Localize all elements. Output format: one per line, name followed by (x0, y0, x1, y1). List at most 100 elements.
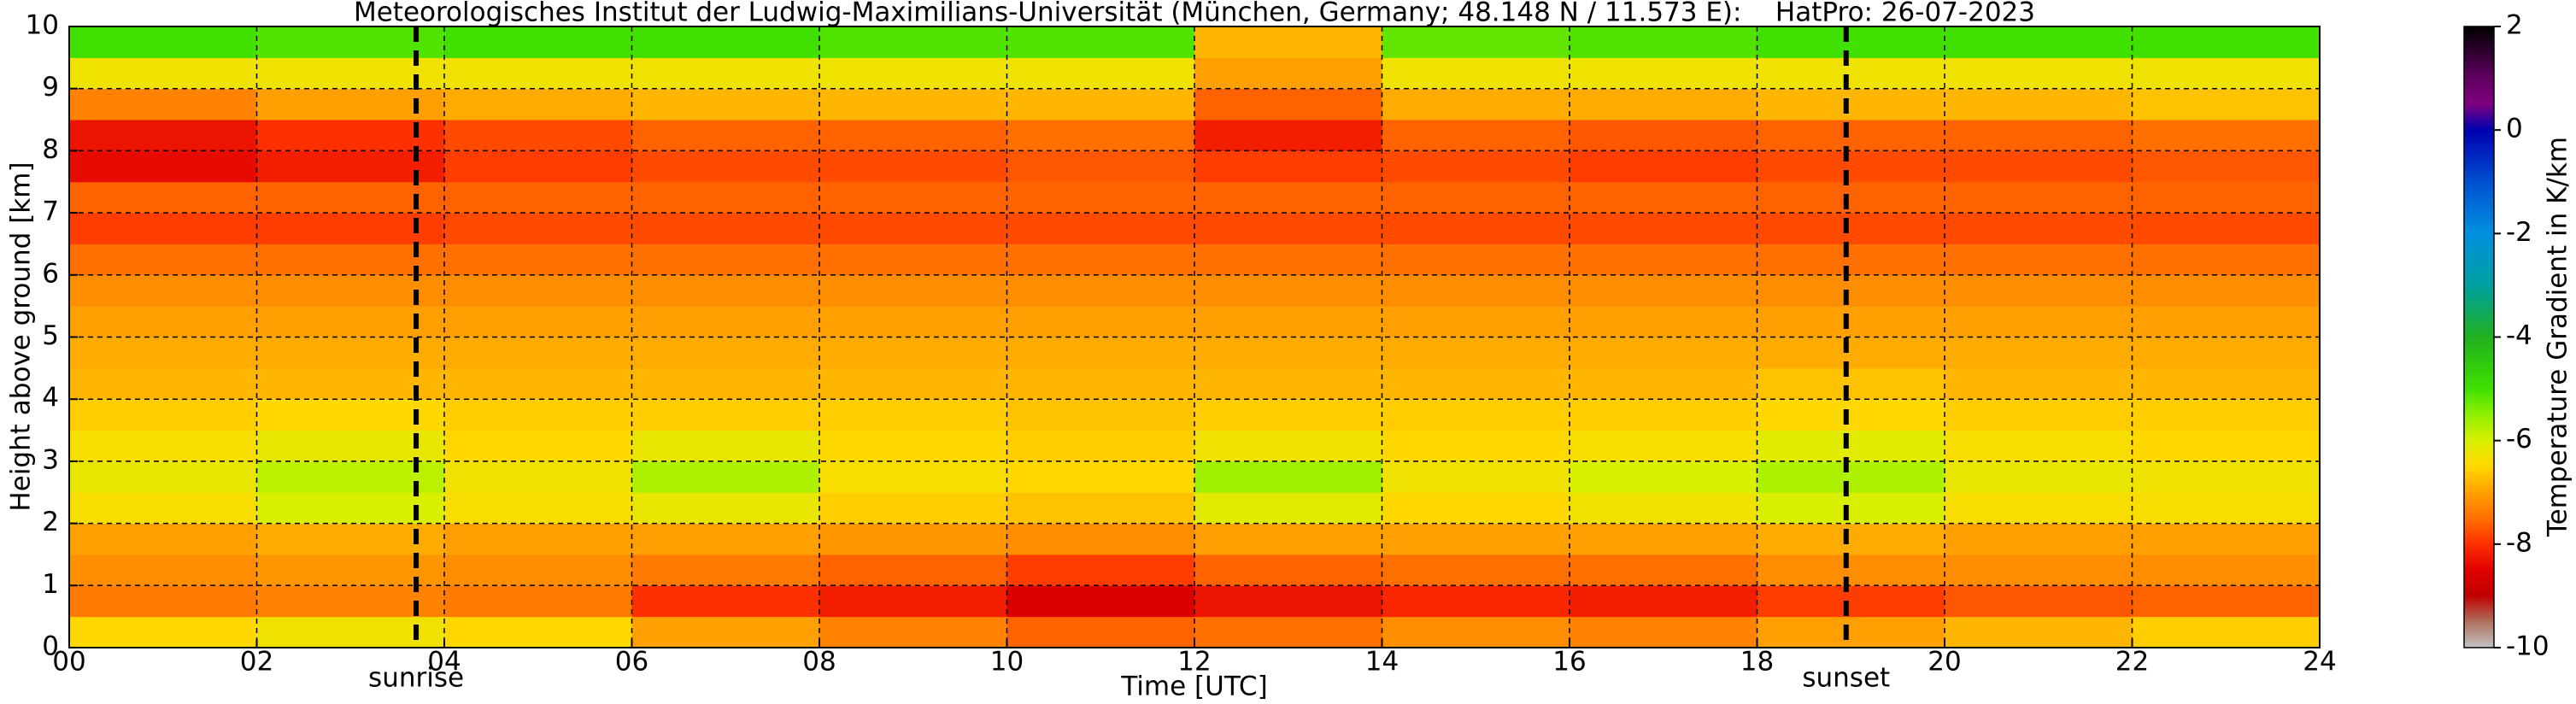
heatmap-cell (444, 399, 632, 431)
heatmap-cell (444, 367, 632, 400)
heatmap-cell (1570, 213, 1757, 244)
heatmap-cell (631, 88, 820, 120)
y-tick-label: 9 (42, 72, 59, 103)
heatmap-cell (1194, 57, 1382, 90)
heatmap-cell (631, 213, 820, 244)
heatmap-cell (1194, 26, 1382, 58)
y-tick-label: 1 (42, 569, 59, 600)
heatmap-cell (444, 26, 632, 58)
heatmap-cell (2132, 367, 2321, 400)
heatmap-cell (2132, 337, 2321, 369)
heatmap-cell (631, 57, 820, 90)
heatmap-cell (69, 306, 257, 337)
heatmap-cell (1194, 554, 1382, 586)
heatmap-cell (256, 399, 445, 431)
heatmap-cell (1194, 399, 1382, 431)
heatmap-cell (2132, 399, 2321, 431)
heatmap-cell (1757, 243, 1945, 276)
heatmap-cell (819, 337, 1007, 369)
heatmap-cell (819, 88, 1007, 120)
heatmap-cell (69, 523, 257, 555)
x-tick-label: 18 (1740, 647, 1774, 678)
heatmap-cell (1194, 150, 1382, 183)
heatmap-cell (1945, 461, 2133, 493)
heatmap-cell (1382, 554, 1570, 586)
heatmap-cell (1570, 120, 1757, 151)
heatmap-cell (1945, 306, 2133, 337)
heatmap-cell (256, 306, 445, 337)
heatmap-cell (256, 120, 445, 151)
y-tick-label: 4 (42, 383, 59, 414)
heatmap-cell (1006, 120, 1195, 151)
heatmap-cell (819, 399, 1007, 431)
heatmap-cell (2132, 492, 2321, 525)
heatmap-cell (1945, 585, 2133, 618)
heatmap-cell (631, 274, 820, 307)
heatmap-cell (1570, 430, 1757, 462)
y-tick-label: 7 (42, 197, 59, 227)
heatmap-cell (444, 57, 632, 90)
heatmap-cell (69, 554, 257, 586)
y-tick-label: 3 (42, 444, 59, 475)
heatmap-cell (1006, 213, 1195, 244)
heatmap-cell (444, 616, 632, 648)
heatmap-cell (819, 57, 1007, 90)
x-axis-label: Time [UTC] (1120, 672, 1267, 702)
heatmap-cell (819, 367, 1007, 400)
heatmap-cell (1757, 88, 1945, 120)
heatmap-cell (444, 430, 632, 462)
heatmap-cell (1570, 399, 1757, 431)
heatmap-cell (1194, 306, 1382, 337)
heatmap-cell (2132, 554, 2321, 586)
heatmap-cell (1570, 523, 1757, 555)
heatmap-cell (1006, 430, 1195, 462)
heatmap-cell (1194, 367, 1382, 400)
heatmap-cell (444, 213, 632, 244)
heatmap-cell (1945, 26, 2133, 58)
colorbar-tick-label: -4 (2506, 320, 2532, 351)
heatmap-cell (256, 492, 445, 525)
heatmap-cell (256, 181, 445, 214)
heatmap-cell (1945, 150, 2133, 183)
x-tick-label: 02 (240, 647, 273, 678)
heatmap-cell (1382, 337, 1570, 369)
heatmap-cell (1382, 616, 1570, 648)
heatmap-cell (1006, 243, 1195, 276)
heatmap-cell (2132, 306, 2321, 337)
heatmap-cell (1570, 616, 1757, 648)
heatmap-cell (1757, 26, 1945, 58)
heatmap-cell (256, 523, 445, 555)
heatmap-cell (256, 274, 445, 307)
heatmap-cell (819, 181, 1007, 214)
heatmap-cell (1570, 57, 1757, 90)
heatmap-cell (819, 585, 1007, 618)
y-tick-label: 5 (42, 320, 59, 351)
colorbar-tick-label: -6 (2506, 424, 2532, 455)
heatmap-cell (1006, 585, 1195, 618)
heatmap-cell (819, 492, 1007, 525)
heatmap-cell (1945, 274, 2133, 307)
heatmap-cell (631, 120, 820, 151)
heatmap-cell (444, 554, 632, 586)
heatmap-cell (256, 554, 445, 586)
x-tick-label: 00 (52, 647, 85, 678)
heatmap-cell (631, 306, 820, 337)
heatmap-cell (819, 213, 1007, 244)
heatmap-cell (444, 88, 632, 120)
heatmap-cell (819, 430, 1007, 462)
heatmap-cell (1194, 120, 1382, 151)
heatmap-cell (444, 492, 632, 525)
heatmap-cell (819, 274, 1007, 307)
x-tick-label: 04 (427, 647, 461, 678)
heatmap-cell (1945, 399, 2133, 431)
heatmap-cell (1194, 243, 1382, 276)
heatmap-cell (444, 181, 632, 214)
chart-title: Meteorologisches Institut der Ludwig-Max… (354, 0, 2035, 28)
heatmap-cell (1570, 554, 1757, 586)
heatmap-cell (1194, 274, 1382, 307)
heatmap-cell (1006, 150, 1195, 183)
heatmap-cell (1945, 337, 2133, 369)
heatmap-cell (1382, 26, 1570, 58)
heatmap-cell (256, 616, 445, 648)
heatmap-cell (1382, 492, 1570, 525)
